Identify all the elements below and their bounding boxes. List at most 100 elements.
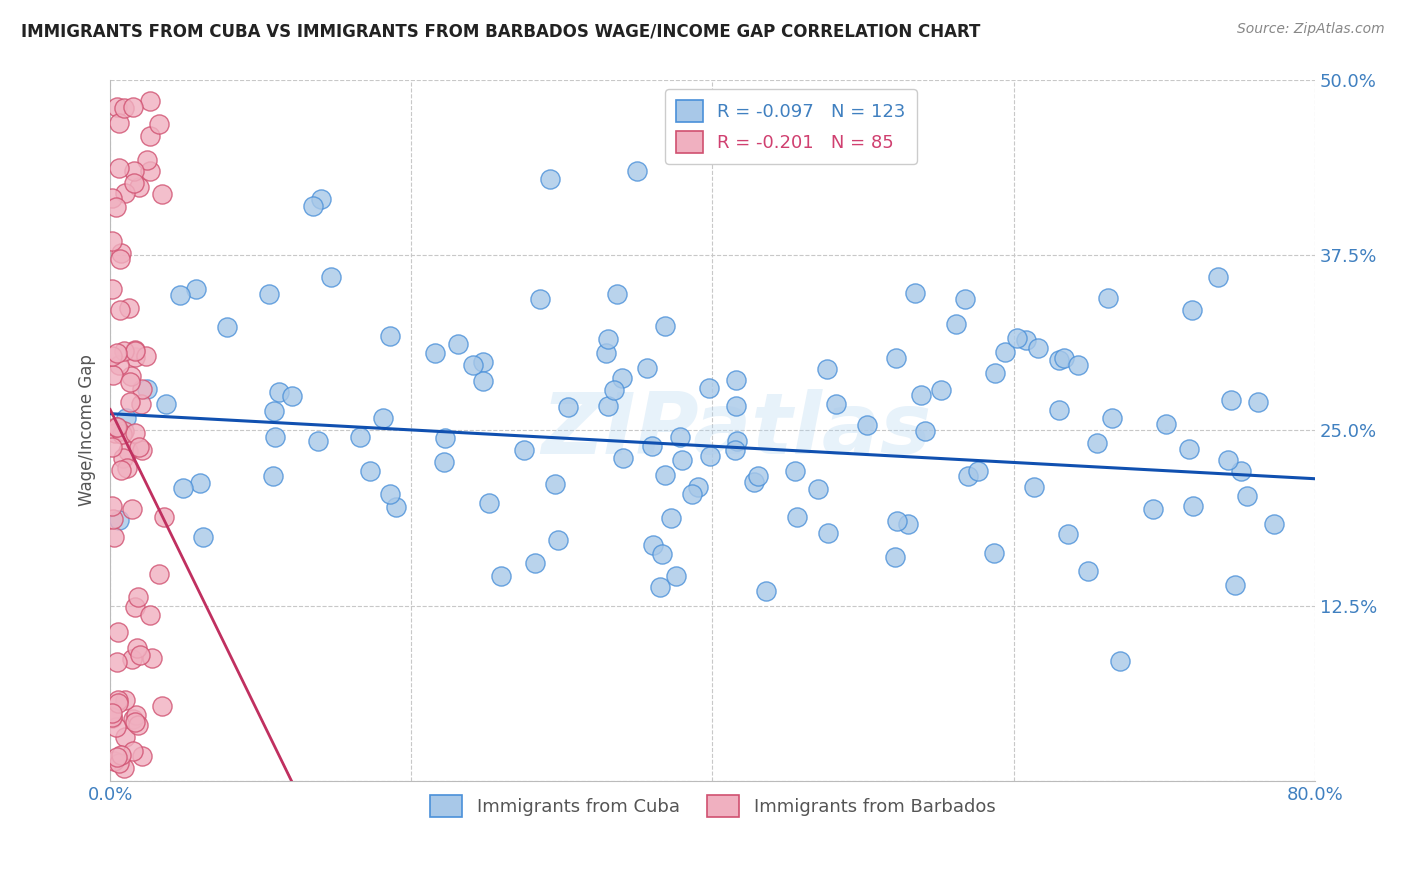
Point xyxy=(654,468,676,483)
Point xyxy=(544,476,567,491)
Point xyxy=(884,351,907,365)
Point xyxy=(104,720,127,734)
Point xyxy=(138,608,160,623)
Point xyxy=(596,400,619,414)
Point xyxy=(100,500,122,514)
Point xyxy=(128,440,150,454)
Point xyxy=(471,374,494,388)
Point xyxy=(127,717,149,731)
Point xyxy=(1077,564,1099,578)
Point xyxy=(1156,417,1178,432)
Legend: Immigrants from Cuba, Immigrants from Barbados: Immigrants from Cuba, Immigrants from Ba… xyxy=(422,788,1002,824)
Point xyxy=(724,442,747,457)
Point xyxy=(280,389,302,403)
Point xyxy=(359,464,381,478)
Point xyxy=(100,706,122,720)
Point xyxy=(101,350,124,364)
Point xyxy=(1015,333,1038,347)
Point xyxy=(101,368,124,382)
Point xyxy=(929,383,952,397)
Point xyxy=(135,153,157,167)
Point xyxy=(125,708,148,723)
Point xyxy=(112,101,135,115)
Point xyxy=(1097,291,1119,305)
Point xyxy=(307,434,329,449)
Point xyxy=(108,252,131,266)
Point xyxy=(882,136,904,150)
Point xyxy=(118,376,141,390)
Point xyxy=(686,480,709,494)
Point xyxy=(104,420,127,434)
Point xyxy=(148,566,170,581)
Point xyxy=(904,286,927,301)
Point xyxy=(108,116,131,130)
Point xyxy=(724,373,747,387)
Point xyxy=(155,397,177,411)
Point xyxy=(108,513,131,527)
Point xyxy=(107,358,129,372)
Point xyxy=(378,487,401,501)
Point xyxy=(1049,403,1071,417)
Point xyxy=(967,465,990,479)
Point xyxy=(114,730,136,744)
Point xyxy=(1181,303,1204,318)
Point xyxy=(665,569,688,583)
Point xyxy=(742,475,765,489)
Point xyxy=(914,424,936,438)
Point xyxy=(105,750,128,764)
Point xyxy=(671,453,693,467)
Point xyxy=(1053,351,1076,366)
Point xyxy=(269,385,291,400)
Point xyxy=(131,442,153,457)
Point xyxy=(654,319,676,334)
Point xyxy=(105,655,128,669)
Point xyxy=(1208,269,1230,284)
Point xyxy=(610,370,633,384)
Point xyxy=(910,388,932,402)
Point xyxy=(378,328,401,343)
Point xyxy=(104,425,127,440)
Point xyxy=(124,350,146,364)
Point xyxy=(825,397,848,411)
Point xyxy=(115,410,138,425)
Point xyxy=(107,696,129,710)
Point xyxy=(852,122,875,136)
Point xyxy=(122,164,145,178)
Point xyxy=(128,180,150,194)
Point xyxy=(129,397,152,411)
Point xyxy=(111,451,134,466)
Point xyxy=(124,426,146,441)
Point xyxy=(115,461,138,475)
Point xyxy=(108,302,131,317)
Point xyxy=(447,336,470,351)
Point xyxy=(122,100,145,114)
Point xyxy=(110,246,132,260)
Point xyxy=(100,282,122,296)
Point xyxy=(129,648,152,662)
Point xyxy=(945,317,967,331)
Point xyxy=(725,399,748,413)
Point xyxy=(807,482,830,496)
Point xyxy=(1056,527,1078,541)
Point xyxy=(184,282,207,296)
Point xyxy=(131,382,153,396)
Point xyxy=(124,715,146,730)
Point xyxy=(815,362,838,376)
Point xyxy=(309,192,332,206)
Point xyxy=(461,358,484,372)
Point xyxy=(139,95,162,109)
Point xyxy=(105,99,128,113)
Point xyxy=(699,449,721,463)
Point xyxy=(105,420,128,434)
Point xyxy=(302,199,325,213)
Point xyxy=(1067,358,1090,372)
Point xyxy=(786,509,808,524)
Point xyxy=(141,651,163,665)
Point xyxy=(114,186,136,200)
Point xyxy=(122,712,145,726)
Point xyxy=(114,693,136,707)
Point xyxy=(264,430,287,444)
Point xyxy=(122,744,145,758)
Point xyxy=(669,430,692,444)
Point xyxy=(108,756,131,770)
